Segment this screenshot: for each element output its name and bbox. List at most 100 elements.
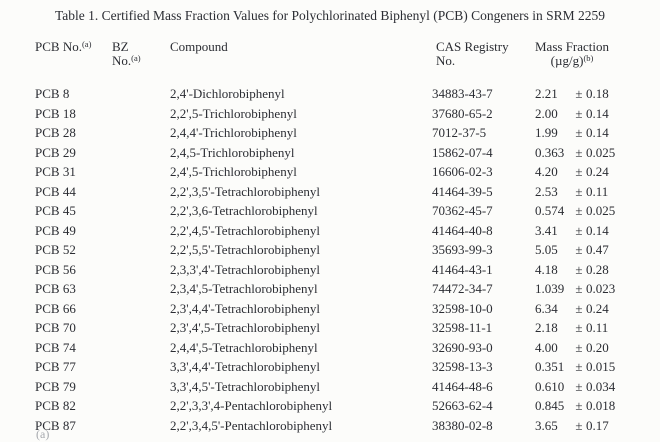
cell-compound: 2,2',3,5'-Tetrachlorobiphenyl xyxy=(170,183,320,199)
cell-bz-no xyxy=(112,123,170,143)
cell-mass-fraction: 0.574 ±0.025 xyxy=(535,201,657,221)
mass-fraction-uncertainty: 0.24 xyxy=(586,164,609,179)
cell-mass-fraction: 6.34 ±0.24 xyxy=(535,299,657,319)
table-row: PCB 63 2,3,4',5-Tetrachlorobiphenyl 7447… xyxy=(35,279,657,299)
mass-fraction-uncertainty: 0.20 xyxy=(586,339,609,355)
mass-fraction-uncertainty: 0.14 xyxy=(586,105,609,121)
cell-pcb-no: PCB 56 xyxy=(35,261,76,277)
plus-minus-sign: ± xyxy=(575,203,583,218)
cell-compound: 2,2',3,3',4-Pentachlorobiphenyl xyxy=(170,398,333,413)
table-row: PCB 66 2,3',4,4'-Tetrachlorobiphenyl 325… xyxy=(35,299,657,319)
cell-mass-fraction: 2.53 ±0.11 xyxy=(535,182,657,202)
cell-mass-fraction: 4.18 ±0.28 xyxy=(535,260,657,280)
col-header-mass-fraction: Mass Fraction (µg/g)(b) xyxy=(535,40,657,84)
cell-bz-no xyxy=(112,260,170,280)
plus-minus-sign: ± xyxy=(575,417,583,433)
table-row: PCB 44 2,2',3,5'-Tetrachlorobiphenyl 414… xyxy=(35,182,657,202)
col-header-pcb-no: PCB No.(a) xyxy=(35,40,112,84)
mass-fraction-value: 6.34 xyxy=(535,300,558,316)
cell-mass-fraction: 1.039 ±0.023 xyxy=(535,279,657,299)
cell-bz-no xyxy=(112,182,170,202)
table-row: PCB 82 2,2',3,3',4-Pentachlorobiphenyl 5… xyxy=(35,396,657,416)
cell-compound: 2,4,4'-Trichlorobiphenyl xyxy=(170,125,297,140)
cell-compound: 2,3,4',5-Tetrachlorobiphenyl xyxy=(170,281,318,296)
mass-fraction-uncertainty: 0.025 xyxy=(586,203,616,218)
cell-pcb-no: PCB 77 xyxy=(35,359,76,374)
cell-mass-fraction: 2.00 ±0.14 xyxy=(535,104,657,124)
plus-minus-sign: ± xyxy=(575,183,583,199)
cell-cas: 41464-43-1 xyxy=(432,261,493,277)
cell-compound: 2,3',4,4'-Tetrachlorobiphenyl xyxy=(170,300,320,316)
cell-mass-fraction: 0.845 ±0.018 xyxy=(535,396,657,416)
mass-fraction-value: 2.00 xyxy=(535,105,558,121)
header-row: PCB No.(a) BZ No.(a) Compound CAS Regist… xyxy=(35,40,657,84)
plus-minus-sign: ± xyxy=(575,86,583,101)
cell-bz-no xyxy=(112,279,170,299)
cell-pcb-no: PCB 52 xyxy=(35,242,76,257)
mass-fraction-value: 2.53 xyxy=(535,183,558,199)
mass-fraction-value: 0.574 xyxy=(535,203,565,218)
cell-compound: 2,2',3,6-Tetrachlorobiphenyl xyxy=(170,203,318,218)
cell-cas: 37680-65-2 xyxy=(432,105,493,121)
col-header-bz-no: BZ No.(a) xyxy=(112,40,170,84)
cell-bz-no xyxy=(112,104,170,124)
cell-compound: 2,3',4',5-Tetrachlorobiphenyl xyxy=(170,320,320,335)
plus-minus-sign: ± xyxy=(575,261,583,277)
mass-fraction-value: 4.18 xyxy=(535,261,558,277)
mass-fraction-value: 3.65 xyxy=(535,417,558,433)
cell-bz-no xyxy=(112,377,170,397)
cell-cas: 32598-10-0 xyxy=(432,300,493,316)
mass-fraction-value: 0.351 xyxy=(535,359,565,374)
mass-fraction-value: 4.00 xyxy=(535,339,558,355)
mass-fraction-header-units: (µg/g)(b) xyxy=(550,53,594,68)
mass-fraction-uncertainty: 0.28 xyxy=(586,261,609,277)
cell-bz-no xyxy=(112,221,170,241)
cas-header-line2: No. xyxy=(436,53,456,68)
mass-fraction-value: 4.20 xyxy=(535,164,558,179)
cell-cas: 52663-62-4 xyxy=(432,398,493,413)
plus-minus-sign: ± xyxy=(575,164,583,179)
table-row: PCB 31 2,4',5-Trichlorobiphenyl 16606-02… xyxy=(35,162,657,182)
table-row: PCB 18 2,2',5-Trichlorobiphenyl 37680-65… xyxy=(35,104,657,124)
mass-fraction-uncertainty: 0.14 xyxy=(586,125,609,140)
cell-bz-no xyxy=(112,357,170,377)
cell-pcb-no: PCB 66 xyxy=(35,300,76,316)
cell-pcb-no: PCB 87 xyxy=(35,417,76,433)
plus-minus-sign: ± xyxy=(575,125,583,140)
mass-fraction-value: 0.610 xyxy=(535,378,565,394)
cell-cas: 7012-37-5 xyxy=(432,125,487,140)
table-row: PCB 87 2,2',3,4,5'-Pentachlorobiphenyl 3… xyxy=(35,416,657,436)
plus-minus-sign: ± xyxy=(575,398,583,413)
mass-fraction-value: 3.41 xyxy=(535,222,558,238)
cell-cas: 34883-43-7 xyxy=(432,86,493,101)
table-row: PCB 52 2,2',5,5'-Tetrachlorobiphenyl 356… xyxy=(35,240,657,260)
mass-fraction-uncertainty: 0.14 xyxy=(586,222,609,238)
cell-pcb-no: PCB 82 xyxy=(35,398,76,413)
table-row: PCB 45 2,2',3,6-Tetrachlorobiphenyl 7036… xyxy=(35,201,657,221)
cell-compound: 2,2',5,5'-Tetrachlorobiphenyl xyxy=(170,242,320,257)
plus-minus-sign: ± xyxy=(575,359,583,374)
plus-minus-sign: ± xyxy=(575,320,583,335)
cell-mass-fraction: 1.99 ±0.14 xyxy=(535,123,657,143)
pcb-congener-table: PCB No.(a) BZ No.(a) Compound CAS Regist… xyxy=(35,40,657,435)
cell-cas: 38380-02-8 xyxy=(432,417,493,433)
cell-mass-fraction: 0.363 ±0.025 xyxy=(535,143,657,163)
cell-bz-no xyxy=(112,143,170,163)
footnote-fragment: (a) xyxy=(36,427,50,441)
mass-fraction-value: 1.99 xyxy=(535,125,558,140)
cell-compound: 3,3',4,5'-Tetrachlorobiphenyl xyxy=(170,378,320,394)
mass-fraction-value: 1.039 xyxy=(535,281,565,296)
cell-cas: 41464-40-8 xyxy=(432,222,493,238)
pcb-no-header-footnote-mark: (a) xyxy=(81,39,92,49)
cell-mass-fraction: 5.05 ±0.47 xyxy=(535,240,657,260)
table-row: PCB 70 2,3',4',5-Tetrachlorobiphenyl 325… xyxy=(35,318,657,338)
plus-minus-sign: ± xyxy=(575,242,583,257)
cell-pcb-no: PCB 28 xyxy=(35,125,76,140)
bz-header-line2: No.(a) xyxy=(112,53,141,68)
table-row: PCB 49 2,2',4,5'-Tetrachlorobiphenyl 414… xyxy=(35,221,657,241)
bz-header-line1: BZ xyxy=(112,39,129,54)
cell-compound: 2,4'-Dichlorobiphenyl xyxy=(170,86,285,101)
cell-pcb-no: PCB 63 xyxy=(35,281,76,296)
mass-fraction-uncertainty: 0.015 xyxy=(586,359,616,374)
cell-cas: 32598-11-1 xyxy=(432,320,493,335)
